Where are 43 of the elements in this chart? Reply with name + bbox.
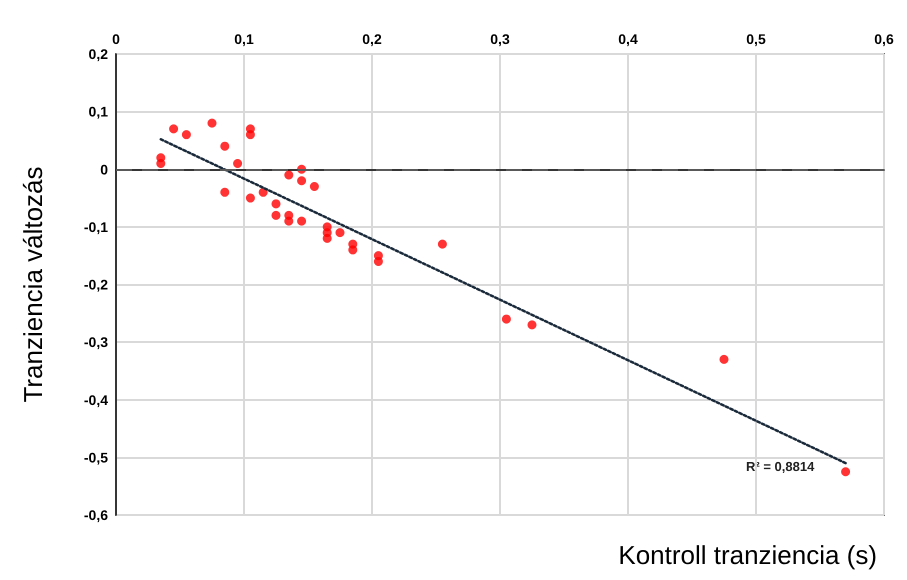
point [208, 118, 216, 128]
point [284, 170, 294, 180]
x-tick-label: 0,2 [362, 31, 382, 47]
y-tick-label: 0 [100, 161, 108, 178]
point [233, 158, 242, 168]
y-tick-label: 0,2 [88, 46, 108, 62]
point [246, 130, 255, 140]
y-tick-label: -0,2 [84, 276, 108, 292]
x-tick-label: 0 [112, 31, 120, 47]
point [220, 188, 230, 197]
point [310, 182, 319, 192]
point [156, 158, 166, 168]
x-tick-label: 0,5 [746, 31, 766, 47]
point [720, 354, 728, 364]
y-tick-label: -0,1 [84, 218, 108, 235]
point [528, 320, 536, 330]
point [322, 234, 332, 243]
point [502, 314, 511, 324]
y-tick-label: -0,6 [84, 507, 108, 523]
x-tick-label: 0,6 [874, 31, 894, 47]
point [841, 467, 850, 476]
point [284, 216, 294, 226]
x-tick-label: 0,1 [234, 31, 254, 47]
point [246, 194, 255, 203]
y-tick-label: -0,5 [84, 449, 108, 466]
point [182, 130, 191, 140]
point [169, 124, 178, 134]
point [336, 228, 344, 238]
x-tick-label: 0,3 [490, 31, 510, 47]
x-tick-label: 0,4 [618, 31, 638, 47]
point [297, 176, 306, 186]
y-tick-label: -0,4 [84, 392, 108, 408]
x-axis-title: Kontroll tranziencia (s) [618, 540, 877, 570]
point [272, 210, 280, 220]
point [297, 216, 306, 226]
point [348, 245, 358, 254]
y-tick-label: -0,3 [84, 334, 108, 350]
point [272, 199, 280, 208]
point [438, 240, 447, 249]
y-tick-label: 0,1 [88, 104, 108, 120]
point [374, 256, 383, 266]
y-axis-title: Tranziencia változás [18, 166, 48, 403]
point [220, 142, 230, 151]
